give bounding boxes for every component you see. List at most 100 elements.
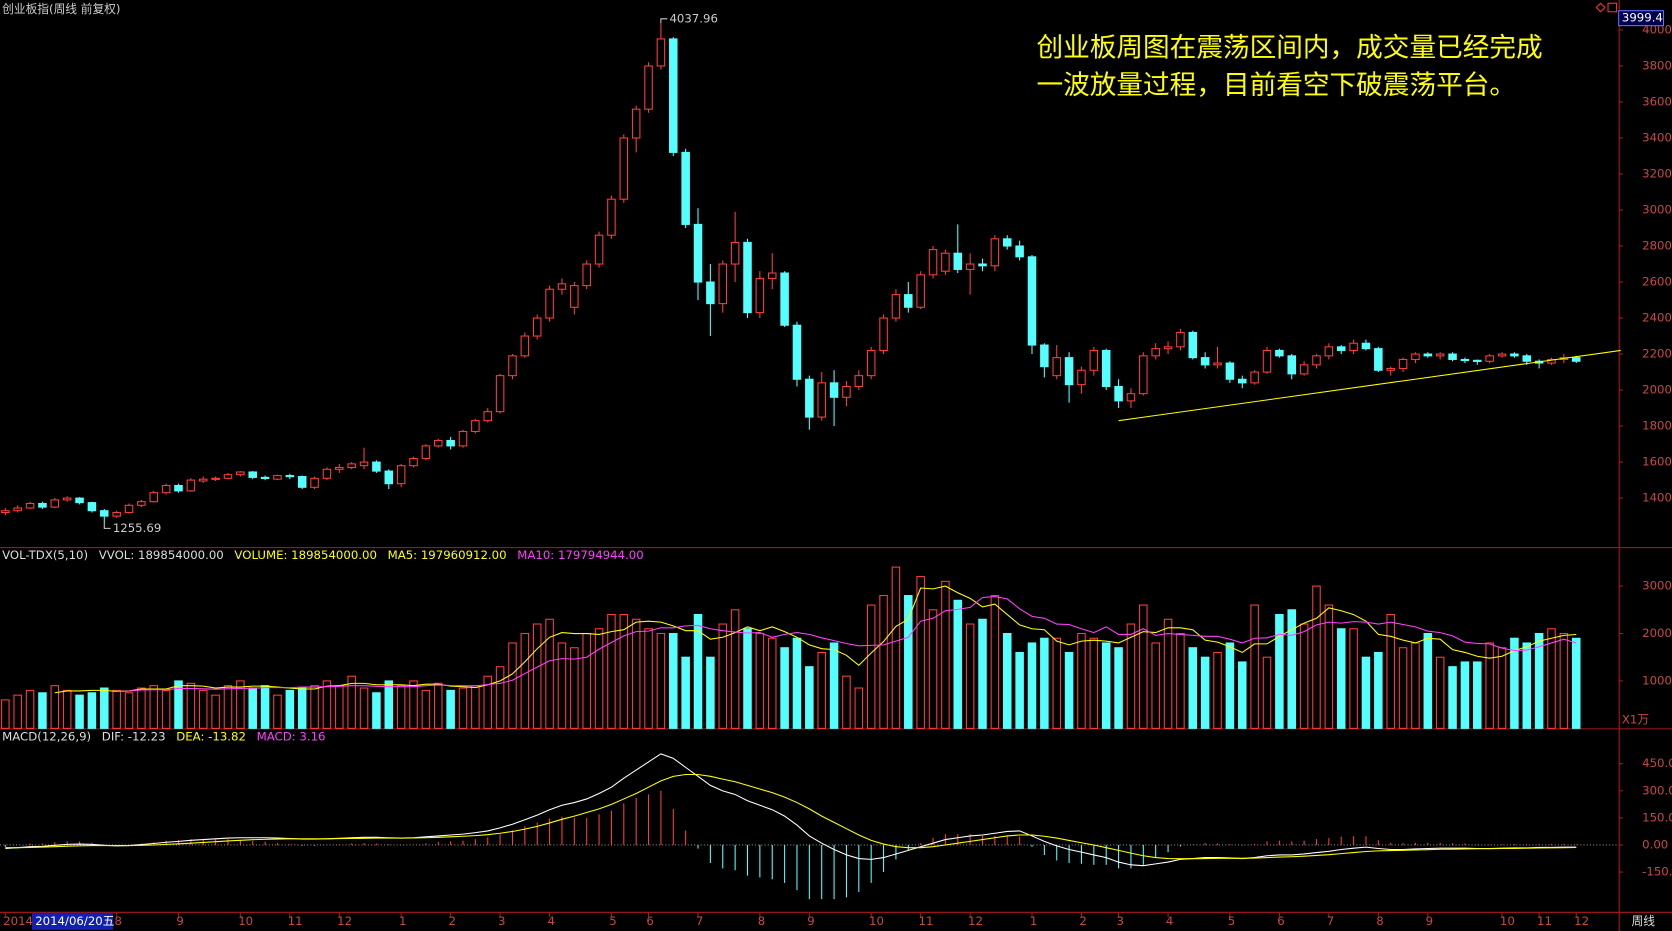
volume-bar <box>248 687 257 729</box>
y-tick-label: 20000 <box>1642 626 1672 640</box>
candle-body <box>718 263 728 305</box>
candle-body <box>706 281 715 305</box>
x-tick-label: 4 <box>547 914 554 928</box>
volume-bar <box>161 689 171 729</box>
candle-body <box>1163 346 1173 350</box>
candle-body <box>149 492 159 503</box>
y-tick-label: 3000 <box>1642 202 1672 216</box>
candle-body <box>1287 355 1297 375</box>
candle-body <box>644 65 653 110</box>
candle-body <box>347 463 356 469</box>
macd-line <box>5 753 1577 867</box>
panel-header: VOL-TDX(5,10) <box>2 548 88 562</box>
volume-bar <box>1448 666 1457 729</box>
candle-body <box>297 475 307 488</box>
volume-bar <box>1336 628 1346 729</box>
cursor-label-box <box>31 912 114 930</box>
candle-body <box>446 439 455 447</box>
volume-bar <box>1571 637 1581 729</box>
candle-body <box>1435 353 1445 357</box>
candle-body <box>310 477 319 488</box>
trend-line <box>1118 349 1621 422</box>
candle-body <box>1040 344 1049 368</box>
volume-bar <box>607 614 616 729</box>
volume-bar <box>829 642 839 729</box>
candle-body <box>594 234 604 265</box>
volume-bar <box>619 614 629 729</box>
candle-body <box>1077 369 1086 386</box>
volume-bar <box>236 680 245 729</box>
volume-bar <box>1015 651 1024 729</box>
volume-bar <box>297 687 307 729</box>
candle-body <box>1089 349 1099 371</box>
y-tick-label: 30000 <box>1642 579 1672 593</box>
volume-bar <box>1299 623 1309 729</box>
candle-body <box>730 241 740 265</box>
x-tick-label: 5 <box>1228 914 1235 928</box>
volume-bar <box>1176 632 1185 729</box>
candle-body <box>100 510 109 517</box>
volume-bar <box>174 680 183 729</box>
candle-body <box>570 285 579 308</box>
volume-bar <box>1460 661 1470 729</box>
volume-bar <box>359 687 369 729</box>
volume-bar <box>1349 628 1358 729</box>
volume-bar <box>335 685 344 729</box>
x-tick-label: 4 <box>1166 914 1173 928</box>
volume-bar <box>347 675 356 729</box>
y-tick-label: 3800 <box>1642 58 1672 72</box>
volume-bar <box>1213 651 1222 729</box>
volume-bar <box>1114 647 1123 729</box>
candle-body <box>805 378 814 418</box>
candle-body <box>1176 331 1185 348</box>
volume-bar <box>1435 656 1445 729</box>
volume-bar <box>532 623 542 729</box>
volume-bar <box>1374 651 1383 729</box>
volume-bar <box>446 689 455 729</box>
candle-body <box>681 151 690 225</box>
x-tick-label: 8 <box>1376 914 1383 928</box>
volume-bar <box>520 632 530 729</box>
x-tick-label: 7 <box>696 914 703 928</box>
candle-body <box>1460 358 1470 362</box>
high-label: 4037.96 <box>669 11 717 25</box>
volume-bar <box>260 685 270 729</box>
volume-bar <box>1361 656 1371 729</box>
candle-body <box>669 38 678 153</box>
candle-body <box>137 501 146 506</box>
volume-bar <box>1163 618 1173 729</box>
candle-body <box>508 355 517 377</box>
candle-body <box>582 263 591 287</box>
candle-body <box>928 249 938 276</box>
x-tick-label: 2 <box>1079 914 1086 928</box>
volume-bar <box>928 609 938 729</box>
y-tick-label: 3200 <box>1642 166 1672 180</box>
x-tick-label: 2014 <box>3 914 33 928</box>
candle-body <box>1510 353 1519 357</box>
volume-bar <box>545 618 554 729</box>
volume-bar <box>1386 614 1395 729</box>
panel-header: DEA: -13.82 <box>176 729 246 743</box>
volume-bar <box>693 614 703 729</box>
volume-bar <box>1052 637 1061 729</box>
candle-body <box>1052 357 1061 377</box>
volume-bar <box>124 692 134 729</box>
y-tick-label: 450.00 <box>1642 756 1672 770</box>
candle-body <box>780 272 789 326</box>
candle-body <box>161 484 171 494</box>
ma-line <box>116 596 1577 693</box>
volume-bar <box>1522 642 1532 729</box>
candle-body <box>1225 362 1235 380</box>
candle-body <box>409 457 418 467</box>
volume-bar <box>780 647 789 729</box>
leader <box>660 18 668 24</box>
x-tick-label: 12 <box>337 914 352 928</box>
volume-bar <box>879 595 888 729</box>
candle-body <box>817 382 826 418</box>
candle-body <box>25 502 35 509</box>
candle-body <box>1188 331 1198 359</box>
candle-body <box>285 475 295 478</box>
candle-body <box>1275 349 1284 357</box>
volume-bar <box>904 595 913 729</box>
